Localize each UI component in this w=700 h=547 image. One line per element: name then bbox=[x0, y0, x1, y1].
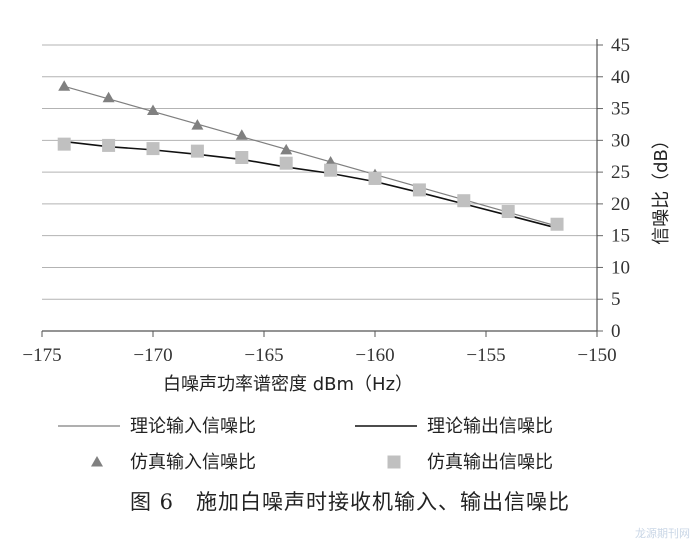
axes bbox=[41, 39, 598, 337]
square-point bbox=[190, 144, 204, 158]
square-point bbox=[146, 142, 160, 156]
x-tick-label: −160 bbox=[355, 345, 394, 366]
x-tick-label: −165 bbox=[244, 345, 283, 366]
x-tick-label: −175 bbox=[22, 345, 61, 366]
y-tick-label: 45 bbox=[611, 35, 630, 56]
x-axis-title: 白噪声功率谱密度 dBm（Hz） bbox=[163, 374, 413, 395]
x-tick-label: −150 bbox=[577, 345, 616, 366]
triangle-point bbox=[147, 104, 159, 115]
y-tick-label: 35 bbox=[611, 99, 630, 120]
square-point bbox=[324, 163, 338, 177]
y-axis-title: 信噪比（dB） bbox=[651, 131, 672, 245]
x-tick-label: −170 bbox=[133, 345, 172, 366]
triangle-point bbox=[235, 129, 248, 140]
series-line-1 bbox=[64, 140, 558, 229]
square-point bbox=[457, 194, 471, 208]
series-markers bbox=[57, 80, 564, 231]
square-point bbox=[102, 138, 116, 152]
x-tick-labels: −175 −170 −165 −160 −155 −150 bbox=[22, 345, 616, 366]
square-point bbox=[412, 183, 426, 197]
gridlines bbox=[42, 44, 603, 332]
legend-label: 理论输入信噪比 bbox=[130, 416, 256, 437]
y-tick-label: 0 bbox=[611, 321, 621, 342]
square-point bbox=[368, 171, 382, 185]
legend-square-swatch bbox=[387, 455, 401, 469]
square-point bbox=[550, 217, 564, 231]
x-tick-label: −155 bbox=[466, 345, 505, 366]
y-tick-label: 30 bbox=[611, 130, 630, 151]
series-line-0 bbox=[64, 85, 558, 227]
square-point bbox=[57, 137, 71, 151]
legend-label: 仿真输入信噪比 bbox=[130, 452, 256, 473]
series-lines bbox=[64, 85, 558, 229]
triangle-point bbox=[102, 91, 115, 103]
y-tick-labels: 0 5 10 15 20 25 30 35 40 45 bbox=[611, 35, 630, 342]
square-point bbox=[501, 205, 515, 219]
y-tick-label: 25 bbox=[611, 162, 630, 183]
snr-chart: −175 −170 −165 −160 −155 −150 0 5 10 15 20 25 30 35 4… bbox=[22, 35, 672, 473]
legend-triangle-swatch bbox=[91, 456, 103, 467]
triangle-point bbox=[191, 119, 204, 130]
triangle-point bbox=[280, 143, 293, 155]
y-tick-label: 5 bbox=[611, 289, 621, 310]
square-point bbox=[235, 150, 249, 164]
legend-label: 理论输出信噪比 bbox=[427, 416, 553, 437]
y-tick-label: 20 bbox=[611, 194, 630, 215]
square-point bbox=[279, 156, 293, 170]
y-tick-label: 40 bbox=[611, 67, 630, 88]
legend-label: 仿真输出信噪比 bbox=[427, 452, 553, 473]
y-tick-label: 15 bbox=[611, 226, 630, 247]
triangle-point bbox=[58, 80, 71, 91]
y-tick-label: 10 bbox=[611, 257, 630, 278]
watermark: 龙源期刊网 bbox=[635, 527, 690, 540]
figure-caption: 图 6 施加白噪声时接收机输入、输出信噪比 bbox=[129, 490, 571, 514]
